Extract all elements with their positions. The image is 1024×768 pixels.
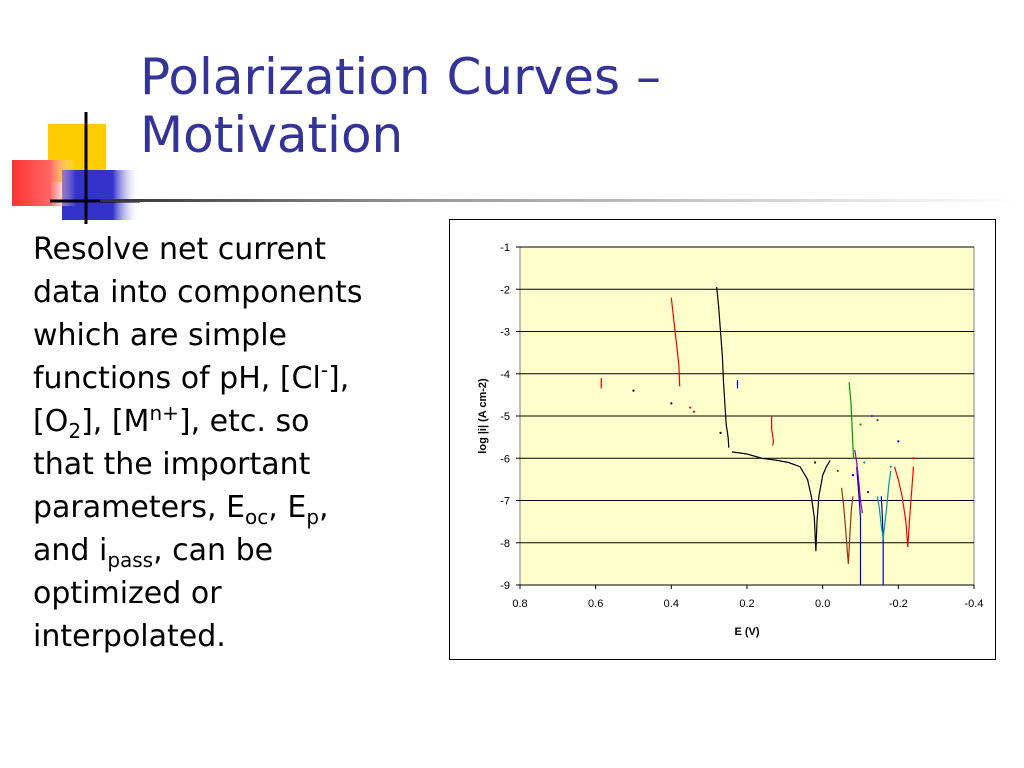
body-text-run: which are simple <box>33 318 288 353</box>
data-point <box>836 469 839 473</box>
body-line: Resolve net current <box>33 228 428 271</box>
data-point <box>870 414 873 418</box>
data-point <box>719 431 722 434</box>
y-axis-title: log |i| (A cm-2) <box>477 378 489 454</box>
body-text-run: that the important <box>33 447 311 482</box>
body-text: Resolve net current data into components w… <box>33 228 428 658</box>
x-tick-label: 0.4 <box>664 598 679 610</box>
body-text-run: optimized or <box>33 576 222 611</box>
body-text-run: , can be <box>153 533 274 568</box>
x-tick-label: -0.4 <box>965 598 984 610</box>
data-point <box>851 474 855 477</box>
body-text-run: functions of pH, [Cl <box>33 361 321 396</box>
body-text-run: ], etc. so <box>178 404 310 439</box>
data-point <box>689 406 692 409</box>
x-tick-label: 0.6 <box>588 598 603 610</box>
body-line: parameters, Eoc, Ep, <box>33 486 428 529</box>
body-sub: p <box>306 505 320 529</box>
body-text-run: and i <box>33 533 108 568</box>
data-series-line <box>876 470 892 539</box>
polarization-chart: -1 -2 -3 -4 -5 -6 -7 -8 -90.8 0.6 0.4 0.2 0.0 -0.2 -0.… <box>477 242 984 638</box>
body-text-run: parameters, E <box>33 490 246 525</box>
x-tick-label: 0.8 <box>512 598 527 610</box>
data-series-line <box>771 416 775 446</box>
data-point <box>814 461 817 464</box>
x-tick-label: 0.2 <box>739 598 754 610</box>
y-tick-label: -3 <box>500 327 510 339</box>
title-divider <box>100 199 1020 202</box>
body-text-run: ], <box>328 361 350 396</box>
data-point <box>632 389 635 392</box>
body-line: data into components <box>33 271 428 314</box>
data-series-line <box>856 466 862 585</box>
x-axis-title: E (V) <box>734 626 759 638</box>
red-square <box>12 160 76 206</box>
data-point <box>889 465 892 468</box>
y-tick-label: -9 <box>500 580 510 592</box>
body-line: and ipass, can be <box>33 529 428 572</box>
body-text-run: ], [M <box>81 404 150 439</box>
body-line: which are simple <box>33 314 428 357</box>
data-point <box>859 423 862 426</box>
data-series-line <box>731 451 831 552</box>
body-text-run: [O <box>33 404 69 439</box>
body-text-run: interpolated. <box>33 619 226 654</box>
body-text-run: , E <box>268 490 307 525</box>
body-line: [O2], [Mn+], etc. so <box>33 400 428 443</box>
body-line: interpolated. <box>33 615 428 658</box>
y-tick-label: -2 <box>500 284 510 296</box>
data-point <box>912 457 915 460</box>
y-tick-label: -7 <box>500 496 510 508</box>
data-point <box>876 419 879 422</box>
data-series-line <box>716 287 730 448</box>
title-line-1: Polarization Curves – <box>140 48 661 106</box>
body-sup: - <box>320 358 329 382</box>
data-point <box>866 490 870 494</box>
y-tick-label: -6 <box>500 453 510 465</box>
data-point <box>670 402 673 405</box>
y-tick-label: -4 <box>500 369 510 381</box>
data-series-line <box>670 297 681 387</box>
chart-frame: -1 -2 -3 -4 -5 -6 -7 -8 -9 0.8 0.6 0.4 0.2 0.0 -0.2 -0.… <box>449 219 996 660</box>
data-point <box>897 440 900 443</box>
y-tick-label: -5 <box>500 411 510 423</box>
data-series-line <box>854 449 863 514</box>
data-point <box>692 410 696 413</box>
data-series-line <box>880 496 884 585</box>
body-sub: oc <box>245 505 269 529</box>
y-tick-label: -8 <box>500 538 510 550</box>
data-series-line <box>848 382 855 459</box>
body-text-run: Resolve net current <box>33 232 327 267</box>
x-tick-label: -0.2 <box>889 598 908 610</box>
corner-decoration <box>12 112 140 224</box>
slide-title: Polarization Curves – Motivation <box>140 48 1000 164</box>
data-point <box>863 461 866 464</box>
body-line: functions of pH, [Cl-], <box>33 357 428 400</box>
body-line: that the important <box>33 443 428 486</box>
body-line: optimized or <box>33 572 428 615</box>
title-line-2: Motivation <box>140 106 404 164</box>
y-tick-label: -1 <box>500 242 510 254</box>
body-sub: pass <box>107 548 154 572</box>
data-series-line <box>841 487 854 564</box>
body-sub: 2 <box>68 419 82 443</box>
data-series-line <box>893 466 915 548</box>
body-sup: n+ <box>149 401 179 425</box>
body-text-run: data into components <box>33 275 363 310</box>
body-text-run: , <box>319 490 329 525</box>
x-tick-label: 0.0 <box>815 598 830 610</box>
